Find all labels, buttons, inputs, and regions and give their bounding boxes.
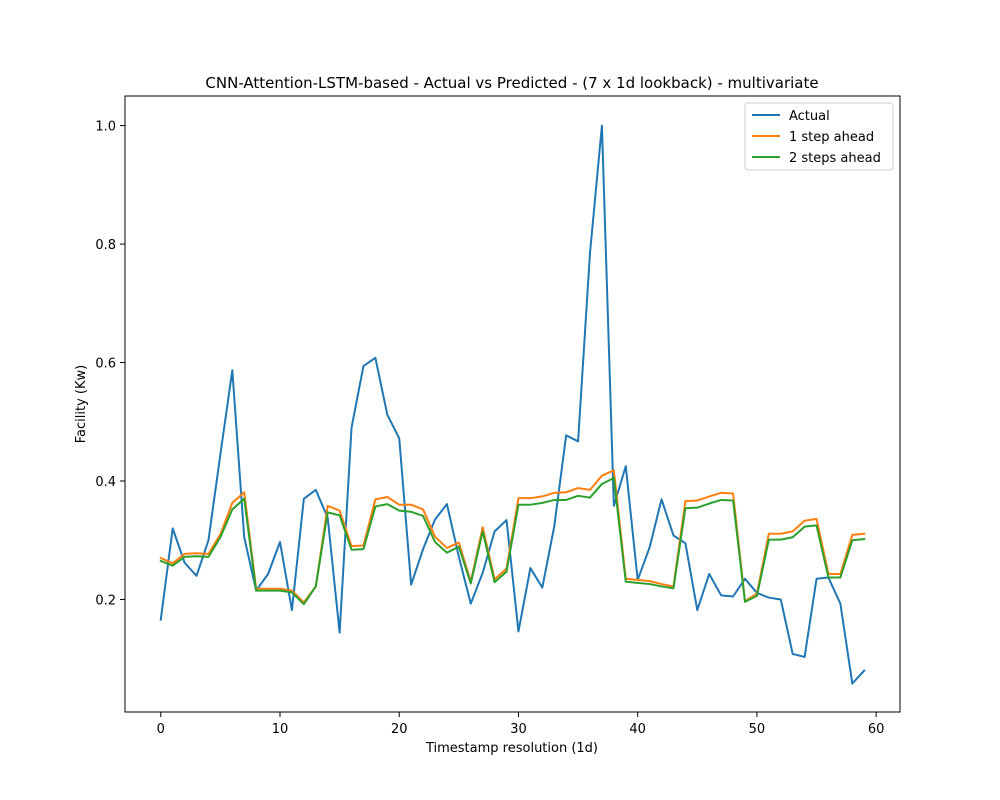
series-line-3 — [159, 477, 866, 606]
x-tick-label: 0 — [157, 722, 165, 737]
x-tick-label: 30 — [510, 722, 527, 737]
y-tick-label: 0.2 — [95, 593, 116, 608]
plot-area — [124, 95, 901, 713]
chart-title: CNN-Attention-LSTM-based - Actual vs Pre… — [205, 74, 818, 92]
series-line-1 — [159, 124, 866, 685]
x-tick-label: 10 — [272, 722, 289, 737]
x-tick-label: 50 — [749, 722, 766, 737]
y-tick-label: 0.8 — [95, 238, 116, 253]
legend-label-3: 2 steps ahead — [789, 151, 881, 166]
y-axis-label: Facility (Kw) — [74, 365, 89, 443]
x-tick-label: 60 — [868, 722, 885, 737]
plot-frame — [124, 95, 901, 713]
x-tick-label: 20 — [391, 722, 408, 737]
legend-label-1: Actual — [789, 109, 830, 124]
y-tick-label: 0.6 — [95, 357, 116, 372]
legend: Actual 1 step ahead 2 steps ahead — [744, 102, 894, 171]
y-tick-label: 1.0 — [95, 120, 116, 135]
legend-box — [744, 102, 894, 171]
series-layer — [159, 124, 866, 685]
legend-label-2: 1 step ahead — [789, 130, 874, 145]
x-axis-label: Timestamp resolution (1d) — [425, 741, 598, 756]
y-axis: 0.2 0.4 0.6 0.8 1.0 — [95, 120, 125, 608]
y-tick-label: 0.4 — [95, 475, 116, 490]
x-tick-label: 40 — [629, 722, 646, 737]
x-axis: 0 10 20 30 40 50 60 — [157, 712, 885, 737]
